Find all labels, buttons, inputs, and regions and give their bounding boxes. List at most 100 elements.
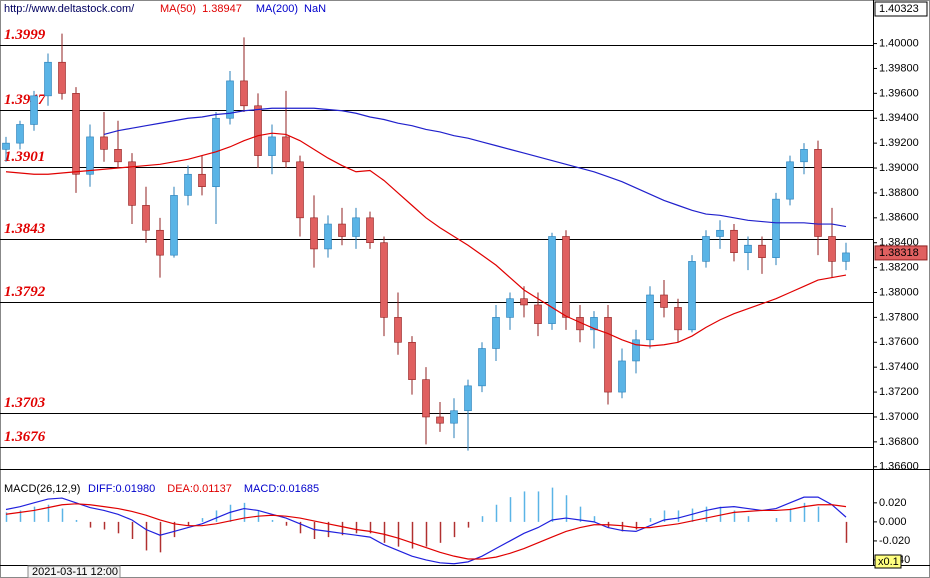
y-tick-label: 0.020 [879, 497, 907, 509]
candle-body [268, 136, 276, 156]
level-label: 1.3703 [4, 395, 46, 411]
candle-body [394, 317, 402, 343]
y-tick-label: 1.37400 [879, 361, 919, 373]
last-price-label: 1.38318 [879, 247, 919, 259]
y-tick-label: 1.37800 [879, 311, 919, 323]
y-tick-label: 1.39400 [879, 112, 919, 124]
date-label: 2021-03-11 12:00 [32, 566, 118, 578]
candle-body [702, 236, 710, 262]
candle-body [660, 294, 668, 308]
y-tick-label: 1.38000 [879, 286, 919, 298]
candle-body [156, 229, 164, 256]
candle-body [618, 360, 626, 393]
candle-body [450, 410, 458, 424]
candle-body [534, 304, 542, 324]
candle-body [646, 294, 654, 341]
high-label: 1.40323 [879, 3, 919, 15]
y-tick-label: 1.39200 [879, 137, 919, 149]
ma-line [5, 132, 847, 347]
candle-body [632, 339, 640, 362]
candle-body [170, 195, 178, 256]
macd-line [5, 496, 847, 565]
candle-body [114, 149, 122, 163]
y-tick-label: 1.37000 [879, 411, 919, 423]
candle-body [590, 317, 598, 331]
candle-body [814, 149, 822, 237]
candle-body [842, 252, 850, 262]
candle-body [478, 348, 486, 387]
candle-body [548, 236, 556, 324]
candle-body [604, 317, 612, 393]
macd-label: DIFF:0.01980 [88, 483, 155, 495]
candle-body [338, 223, 346, 237]
level-label: 1.3901 [4, 149, 45, 165]
candle-body [142, 205, 150, 231]
candle-body [226, 80, 234, 119]
candle-body [282, 136, 290, 163]
candle-body [240, 80, 248, 107]
level-label: 1.3792 [4, 284, 46, 300]
y-tick-label: 1.38600 [879, 212, 919, 224]
macd-line [5, 503, 847, 560]
macd-label: DEA:0.01137 [167, 483, 232, 495]
candle-body [436, 416, 444, 424]
ma-value: NaN [304, 3, 326, 15]
candle-body [772, 198, 780, 258]
candle-body [184, 173, 192, 196]
y-tick-label: -0.020 [879, 535, 910, 547]
candle-body [716, 229, 724, 237]
y-tick-label: 1.37200 [879, 386, 919, 398]
candle-body [408, 341, 416, 380]
candle-body [688, 261, 696, 331]
candle-body [352, 217, 360, 237]
candle-body [16, 124, 24, 144]
candle-body [310, 217, 318, 250]
level-label: 1.3947 [4, 92, 46, 108]
last-price-box [874, 245, 928, 261]
candle-body [324, 223, 332, 250]
source-url: http://www.deltastock.com/ [4, 3, 135, 15]
candle-body [828, 236, 836, 262]
ma-label: MA(50) [160, 3, 196, 15]
candle-body [100, 136, 108, 150]
candle-body [254, 105, 262, 156]
candle-body [492, 317, 500, 349]
y-tick-label: 1.37600 [879, 336, 919, 348]
y-tick-label: 1.39600 [879, 87, 919, 99]
y-tick-label: 1.36800 [879, 436, 919, 448]
level-label: 1.3843 [4, 221, 46, 237]
level-label: 1.3999 [4, 27, 46, 43]
candle-body [128, 161, 136, 206]
candle-body [562, 236, 570, 318]
level-label: 1.3676 [4, 429, 46, 445]
high-label-box [874, 1, 928, 17]
candle-body [44, 61, 52, 97]
candle-body [72, 93, 80, 175]
candle-body [296, 161, 304, 219]
candle-body [58, 61, 66, 94]
candle-body [506, 298, 514, 318]
candle-body [730, 229, 738, 253]
y-tick-label: 1.38800 [879, 187, 919, 199]
candle-body [744, 244, 752, 253]
multiplier-box [874, 554, 902, 569]
candle-body [758, 244, 766, 258]
candle-body [366, 217, 374, 244]
y-tick-label: 0.000 [879, 516, 907, 528]
candle-body [380, 242, 388, 318]
candle-body [86, 136, 94, 175]
y-tick-label: 1.38200 [879, 262, 919, 274]
multiplier-label: x0.1 [878, 556, 899, 568]
candle-body [464, 385, 472, 412]
candle-body [422, 379, 430, 418]
date-box [27, 565, 121, 578]
candle-body [2, 142, 10, 150]
macd-title: MACD(26,12,9) [4, 483, 80, 495]
macd-label: MACD:0.01685 [244, 483, 319, 495]
ma-label: MA(200) [256, 3, 298, 15]
y-tick-label: 1.39000 [879, 162, 919, 174]
ma-line [103, 107, 847, 228]
